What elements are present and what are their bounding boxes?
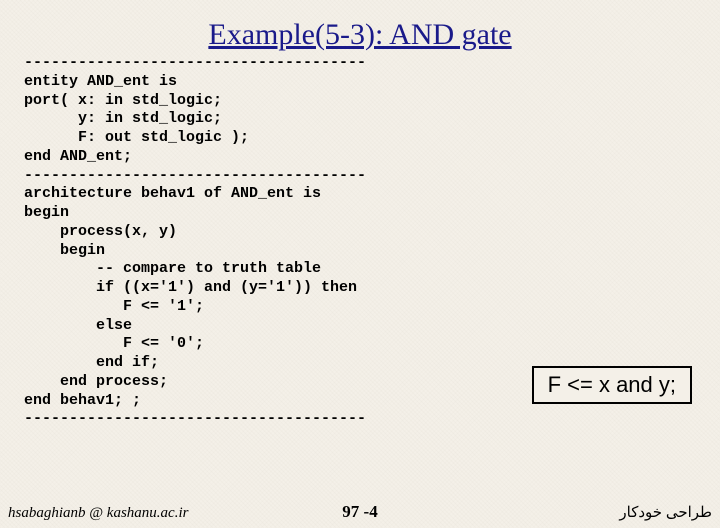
footer-right-text: طراحی خودکار	[619, 503, 712, 522]
slide-title: Example(5-3): AND gate	[0, 18, 720, 52]
equation-callout: F <= x and y;	[532, 366, 692, 404]
footer-author: hsabaghianb @ kashanu.ac.ir	[8, 505, 188, 522]
footer-page-number: 97 -4	[342, 502, 377, 522]
